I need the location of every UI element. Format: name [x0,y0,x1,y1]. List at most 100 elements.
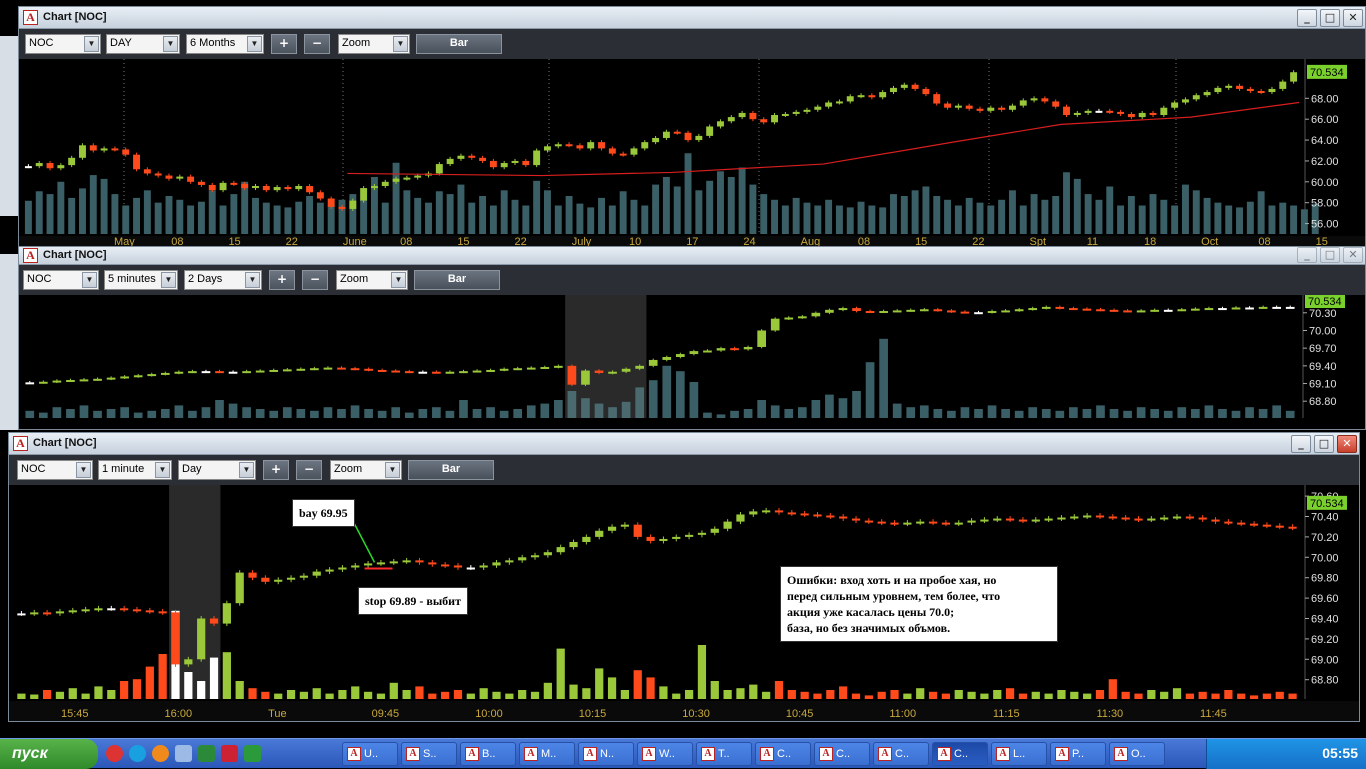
taskbar-task-button[interactable]: A L.. [991,742,1047,766]
taskbar-task-button[interactable]: A O.. [1109,742,1165,766]
price-chart[interactable]: 70.30 70.00 69.70 69.40 69.10 68.80 70.534 [19,294,1365,429]
app-launch-icon[interactable] [244,745,261,762]
excel-icon[interactable] [198,745,215,762]
price-bar [1031,519,1040,522]
taskbar-task-button[interactable]: A C.. [932,742,988,766]
volume-bar [974,409,983,418]
volume-bar [459,400,468,418]
maximize-button[interactable]: □ [1320,9,1340,27]
price-bar [826,515,835,518]
price-bar [900,84,908,88]
y-tick-label: 70.00 [1309,325,1337,337]
price-bar [1257,91,1265,94]
range-select[interactable]: 6 Months ▼ [186,34,264,54]
taskbar-task-button[interactable]: A C.. [873,742,929,766]
maximize-button[interactable]: □ [1320,247,1340,263]
close-button[interactable]: ✕ [1343,9,1363,27]
price-bar [1262,524,1272,527]
start-button[interactable]: пуск [0,739,98,769]
close-button[interactable]: ✕ [1337,435,1357,453]
taskbar-task-button[interactable]: A B.. [460,742,516,766]
price-bar [760,119,768,123]
volume-bar [1147,690,1156,699]
taskbar-task-button[interactable]: A N.. [578,742,634,766]
desktop-icon[interactable] [175,745,192,762]
minimize-button[interactable]: _ [1291,435,1311,453]
time-tick-label: 15 [457,236,469,248]
price-bar [1095,110,1103,113]
price-bar [684,534,694,537]
price-bar [296,368,306,371]
skype-icon[interactable] [129,745,146,762]
zoom-select[interactable]: Zoom ▼ [336,270,408,290]
title-bar[interactable]: A Chart [NOC] _ □ ✕ [19,7,1365,29]
taskbar-task-button[interactable]: A W.. [637,742,693,766]
interval-select[interactable]: DAY ▼ [106,34,180,54]
chart-window-1min[interactable]: A Chart [NOC] _ □ ✕ NOC ▼ 1 minute ▼ Day ▼ … [8,432,1360,722]
task-app-icon: A [524,747,538,761]
chart-type-button[interactable]: Bar [408,460,494,480]
taskbar-task-button[interactable]: A C.. [755,742,811,766]
taskbar-task-button[interactable]: A S.. [401,742,457,766]
volume-bar [1211,693,1220,699]
taskbar-task-button[interactable]: A M.. [519,742,575,766]
volume-bar [1108,679,1117,699]
volume-bar [868,205,876,234]
task-label: W.. [659,747,675,760]
price-bar [526,367,536,370]
chart-type-button[interactable]: Bar [414,270,500,290]
minimize-button[interactable]: _ [1297,9,1317,27]
chart-window-5min[interactable]: A Chart [NOC] _ □ ✕ NOC ▼ 5 minutes ▼ 2 Da… [18,246,1366,430]
interval-select[interactable]: 5 minutes ▼ [104,270,178,290]
volume-bar [641,205,649,234]
task-label: O.. [1131,747,1146,760]
zoom-select[interactable]: Zoom ▼ [330,460,402,480]
interval-select[interactable]: 1 minute ▼ [98,460,172,480]
taskbar-task-button[interactable]: A C.. [814,742,870,766]
symbol-select[interactable]: NOC ▼ [17,460,93,480]
price-bar [717,121,724,127]
price-chart[interactable]: 70.6070.4070.2070.0069.8069.6069.4069.20… [9,485,1359,721]
zoom-in-button[interactable]: + [271,34,297,54]
title-bar[interactable]: A Chart [NOC] _ □ ✕ [9,433,1359,455]
chart-type-button[interactable]: Bar [416,34,502,54]
firefox-icon[interactable] [152,745,169,762]
range-select[interactable]: 2 Days ▼ [184,270,262,290]
zoom-out-button[interactable]: − [302,270,328,290]
time-tick-label: 22 [515,236,527,248]
price-chart[interactable]: 68.00 66.00 64.00 62.00 60.00 58.00 56.00 70.53… [19,59,1365,249]
chart-toolbar: NOC ▼ 5 minutes ▼ 2 Days ▼ + − Zoom ▼ Bar [19,265,1365,295]
price-bar [1171,102,1179,108]
maximize-button[interactable]: □ [1314,435,1334,453]
price-chart-area[interactable]: 70.30 70.00 69.70 69.40 69.10 68.80 70.534 [19,294,1365,429]
zoom-out-button[interactable]: − [296,460,322,480]
range-select[interactable]: Day ▼ [178,460,256,480]
price-chart-area[interactable]: 70.6070.4070.2070.0069.8069.6069.4069.20… [9,485,1359,721]
symbol-select[interactable]: NOC ▼ [23,270,99,290]
price-bar [582,536,591,542]
volume-bar [25,410,35,418]
zoom-in-button[interactable]: + [263,460,289,480]
minimize-button[interactable]: _ [1297,247,1317,263]
task-app-icon: A [878,747,892,761]
price-bar [1288,526,1297,529]
volume-bar [338,199,346,234]
taskbar-task-button[interactable]: A P.. [1050,742,1106,766]
zoom-out-button[interactable]: − [304,34,330,54]
task-label: M.. [541,747,557,760]
close-button[interactable]: ✕ [1343,247,1363,263]
price-chart-area[interactable]: 68.00 66.00 64.00 62.00 60.00 58.00 56.00 70.53… [19,59,1365,249]
zoom-in-button[interactable]: + [269,270,295,290]
opera-icon[interactable] [106,745,123,762]
volume-bar [851,693,861,699]
volume-bar [576,203,584,234]
symbol-select[interactable]: NOC ▼ [25,34,101,54]
volume-bar [446,194,454,234]
chart-window-daily[interactable]: A Chart [NOC] _ □ ✕ NOC ▼ DAY ▼ 6 Months ▼ … [18,6,1366,250]
zoom-select[interactable]: Zoom ▼ [338,34,410,54]
title-bar[interactable]: A Chart [NOC] _ □ ✕ [19,247,1365,265]
save-icon[interactable] [221,745,238,762]
taskbar-task-button[interactable]: A T.. [696,742,752,766]
price-bar [486,369,495,372]
taskbar-task-button[interactable]: A U.. [342,742,398,766]
